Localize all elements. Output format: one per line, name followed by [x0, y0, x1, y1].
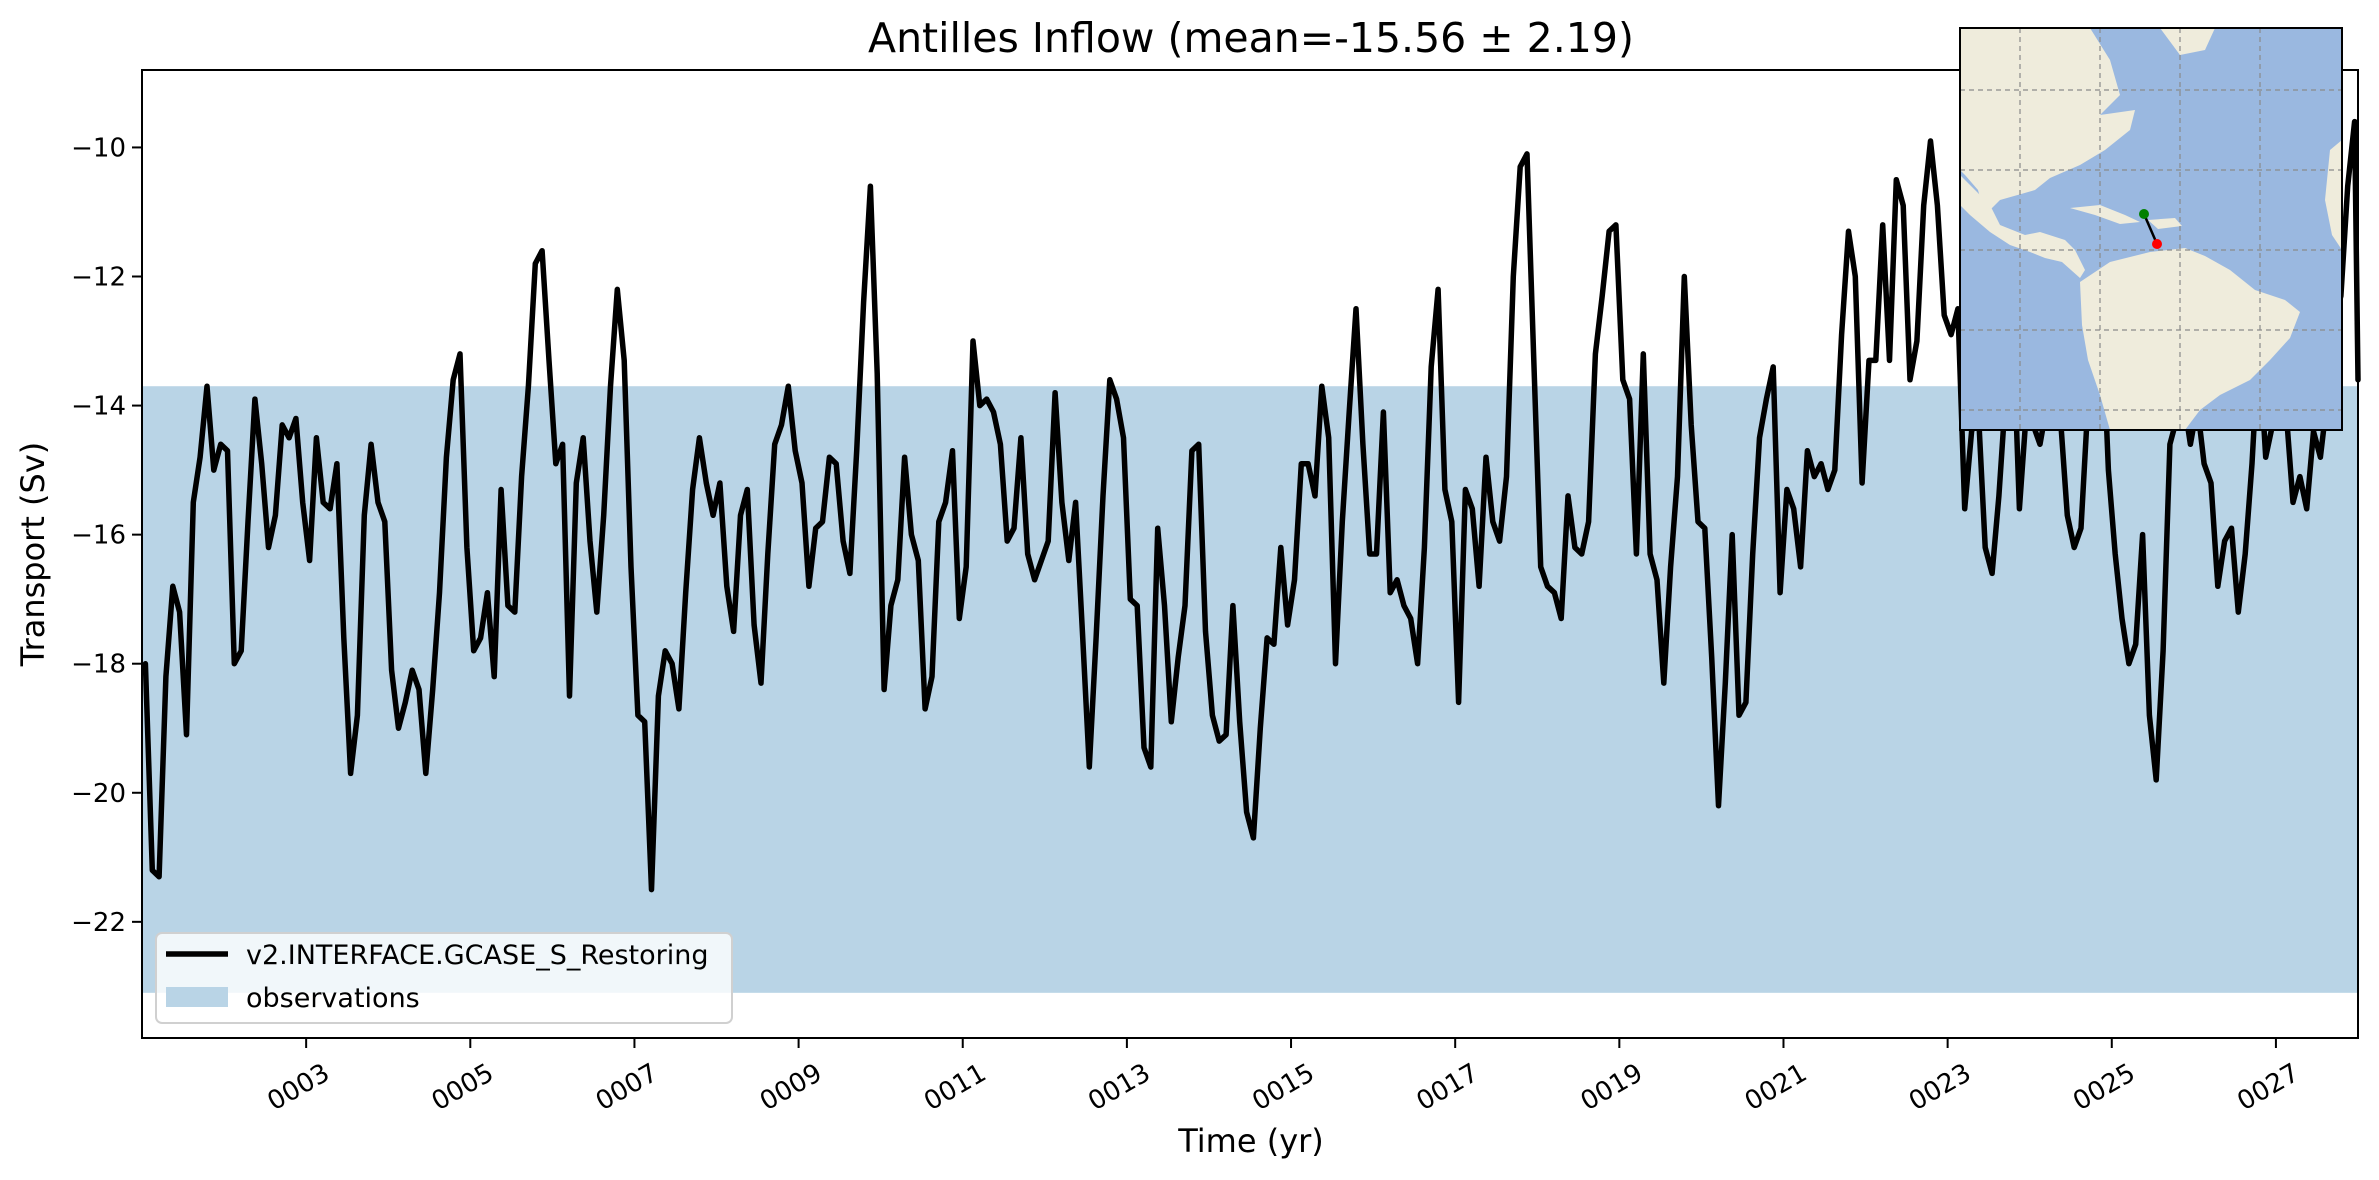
north-america-landmass	[1960, 28, 2135, 215]
x-axis-ticks: 0003 0005 0007 0009 0011 0013 0015 0017 0019 0021…	[263, 1038, 2305, 1117]
y-tick-label: −18	[71, 650, 126, 680]
y-axis-label: Transport (Sv)	[14, 442, 52, 668]
inset-map	[1959, 27, 2343, 431]
south-america-landmass	[2080, 248, 2300, 430]
y-tick-label: −10	[71, 133, 126, 163]
cuba-island	[2070, 205, 2140, 224]
x-tick-label: 0015	[1247, 1058, 1319, 1117]
x-tick-label: 0003	[263, 1058, 335, 1117]
x-tick-label: 0011	[919, 1058, 991, 1117]
greenland-fragment	[2160, 28, 2215, 55]
y-axis-ticks: −22 −20 −18 −16 −14 −12 −10	[71, 133, 142, 938]
x-tick-label: 0013	[1083, 1058, 1155, 1117]
plot-frame	[141, 69, 2359, 1039]
x-axis-label: Time (yr)	[1177, 1122, 1324, 1160]
x-tick-label: 0019	[1576, 1058, 1648, 1117]
x-tick-label: 0017	[1412, 1058, 1484, 1117]
inset-map-frame	[1959, 27, 2343, 431]
x-tick-label: 0023	[1904, 1058, 1976, 1117]
x-tick-label: 0025	[2068, 1058, 2140, 1117]
chart-title: Antilles Inflow (mean=-15.56 ± 2.19)	[868, 14, 1634, 62]
inset-map-gridlines	[1960, 28, 2342, 430]
y-tick-label: −22	[71, 908, 126, 938]
y-tick-label: −14	[71, 392, 126, 422]
legend-label-series: v2.INTERFACE.GCASE_S_Restoring	[246, 940, 709, 971]
y-tick-label: −12	[71, 263, 126, 293]
inset-map-land	[1960, 28, 2342, 430]
section-end-marker	[2152, 239, 2162, 249]
x-tick-label: 0021	[1740, 1058, 1812, 1117]
x-tick-label: 0009	[755, 1058, 827, 1117]
x-tick-label: 0005	[427, 1058, 499, 1117]
hispaniola-island	[2148, 218, 2182, 229]
legend: v2.INTERFACE.GCASE_S_Restoring observati…	[155, 932, 733, 1024]
section-line	[2142, 213, 2159, 245]
x-tick-label: 0027	[2232, 1058, 2304, 1117]
section-start-marker	[2139, 209, 2149, 219]
y-tick-label: −16	[71, 521, 126, 551]
legend-patch-swatch	[166, 987, 228, 1007]
africa-landmass	[2325, 140, 2342, 250]
observation-band	[142, 386, 2358, 993]
x-tick-label: 0007	[591, 1058, 663, 1117]
legend-label-observations: observations	[246, 983, 420, 1014]
series-line	[142, 118, 2361, 893]
y-tick-label: −20	[71, 779, 126, 809]
central-america-landmass	[1960, 175, 2085, 278]
legend-box	[155, 932, 733, 1024]
